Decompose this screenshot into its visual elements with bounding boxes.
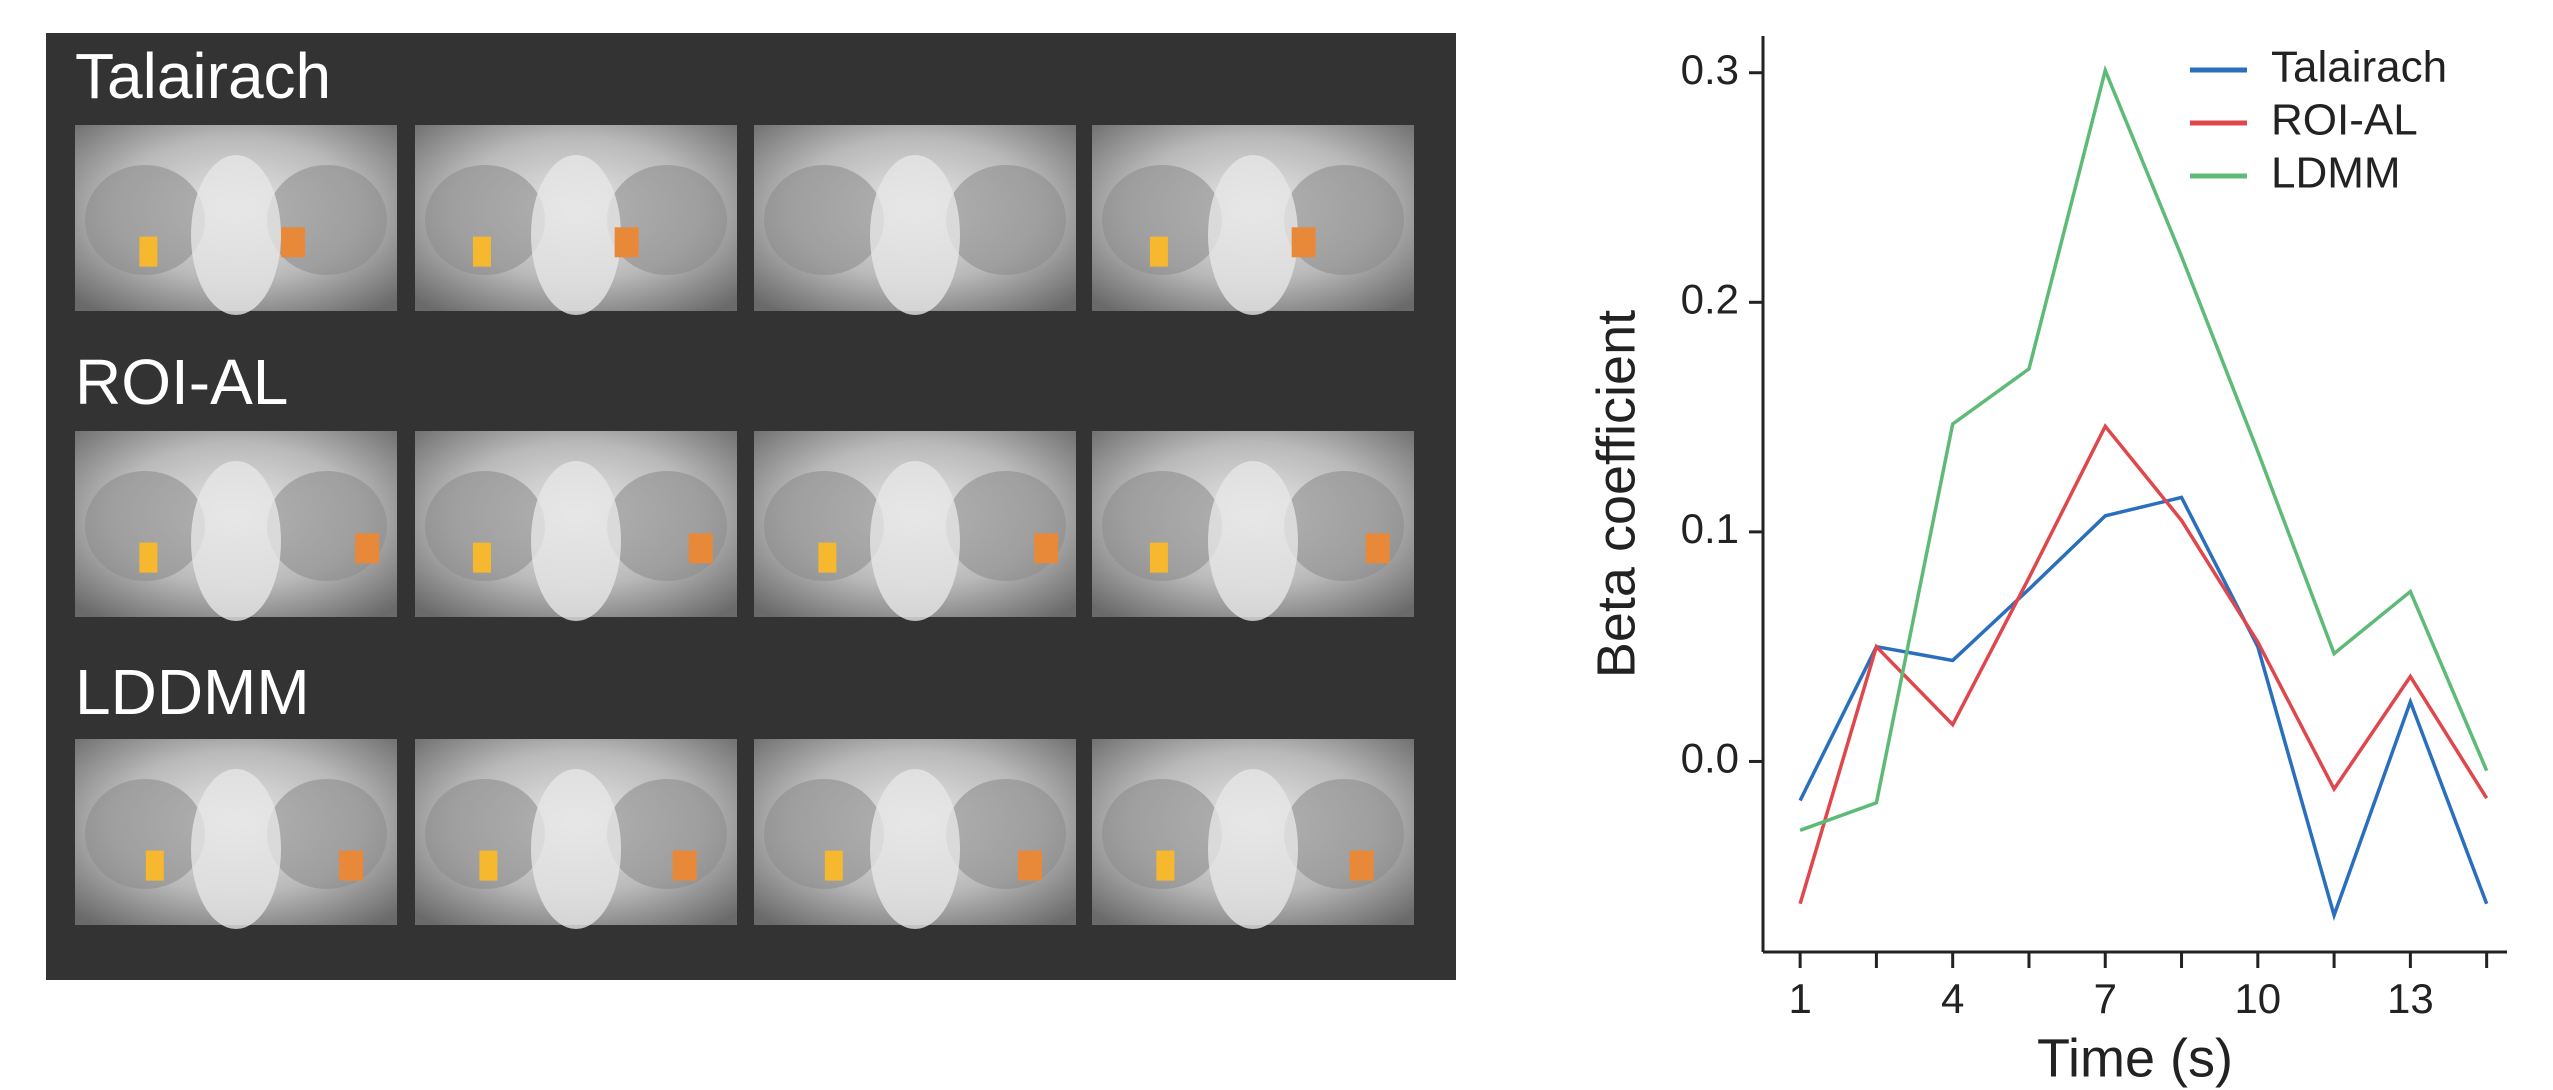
activation [1366,533,1390,563]
y-axis-title: Beta coefficient [1586,310,1646,678]
y-tick-label: 0.0 [1681,735,1739,782]
brain-slice [75,739,397,929]
activation [1156,851,1174,881]
activation [1350,851,1374,881]
activation [339,851,363,881]
brain-slice [754,739,1076,929]
slice-structure [1208,769,1298,929]
y-tick-label: 0.1 [1681,505,1739,552]
row-label: LDDMM [75,656,310,728]
slice-structure [267,165,387,275]
slice-structure [1208,155,1298,315]
legend-label: Talairach [2271,43,2447,92]
slice-structure [764,165,884,275]
slice-structure [870,155,960,315]
slice-structure [946,471,1066,581]
y-tick-label: 0.2 [1681,275,1739,322]
figure: TalairachROI-ALLDDMM 0.00.10.20.31471013… [0,0,2553,1090]
slice-structure [607,471,727,581]
activation [825,851,843,881]
activation [1018,851,1042,881]
chart: 0.0 0.1 0.2 0.3 1 4 7 10 13 Time (s) Beta coeffici… [1586,36,2507,1088]
slice-structure [267,471,387,581]
y-tick-label: 0.3 [1681,46,1739,93]
activation [146,851,164,881]
x-tick-label: 4 [1941,975,1964,1022]
x-tick-label: 10 [2234,975,2281,1022]
legend-label: ROI-AL [2271,96,2418,145]
x-axis-title: Time (s) [2037,1028,2233,1088]
activation [473,543,491,573]
slice-structure [267,779,387,889]
slice-structure [191,155,281,315]
x-tick-label: 1 [1788,975,1811,1022]
brain-slice [415,125,737,315]
brain-slice [75,125,397,315]
legend-label: LDMM [2271,149,2401,198]
activation [479,851,497,881]
x-tick-label: 13 [2387,975,2434,1022]
activation [139,543,157,573]
brain-slice [1092,125,1414,315]
slice-structure [191,461,281,621]
brain-slice [1092,431,1414,621]
activation [818,543,836,573]
brain-slice [1092,739,1414,929]
activation [139,237,157,267]
slice-structure [1284,471,1404,581]
x-tick-label: 7 [2094,975,2117,1022]
slice-structure [85,779,205,889]
brain-slice [754,125,1076,315]
activation [1292,227,1316,257]
activation [1150,237,1168,267]
brain-slice [75,431,397,621]
activation [473,237,491,267]
activation [1150,543,1168,573]
activation [615,227,639,257]
slice-structure [1284,779,1404,889]
slice-structure [607,165,727,275]
slice-structure [946,165,1066,275]
row-label: Talairach [75,40,331,112]
activation [281,227,305,257]
activation [689,533,713,563]
brain-slice [415,739,737,929]
slice-structure [1208,461,1298,621]
slice-structure [870,769,960,929]
slice-structure [531,155,621,315]
series-line [1800,497,2487,915]
slice-structure [870,461,960,621]
slice-structure [764,779,884,889]
slice-structure [1284,165,1404,275]
slice-structure [946,779,1066,889]
slice-structure [531,769,621,929]
activation [355,533,379,563]
slice-structure [607,779,727,889]
activation [1034,533,1058,563]
activation [673,851,697,881]
slice-structure [531,461,621,621]
brain-slice [415,431,737,621]
brain-slice [754,431,1076,621]
row-label: ROI-AL [75,346,288,418]
slice-structure [191,769,281,929]
